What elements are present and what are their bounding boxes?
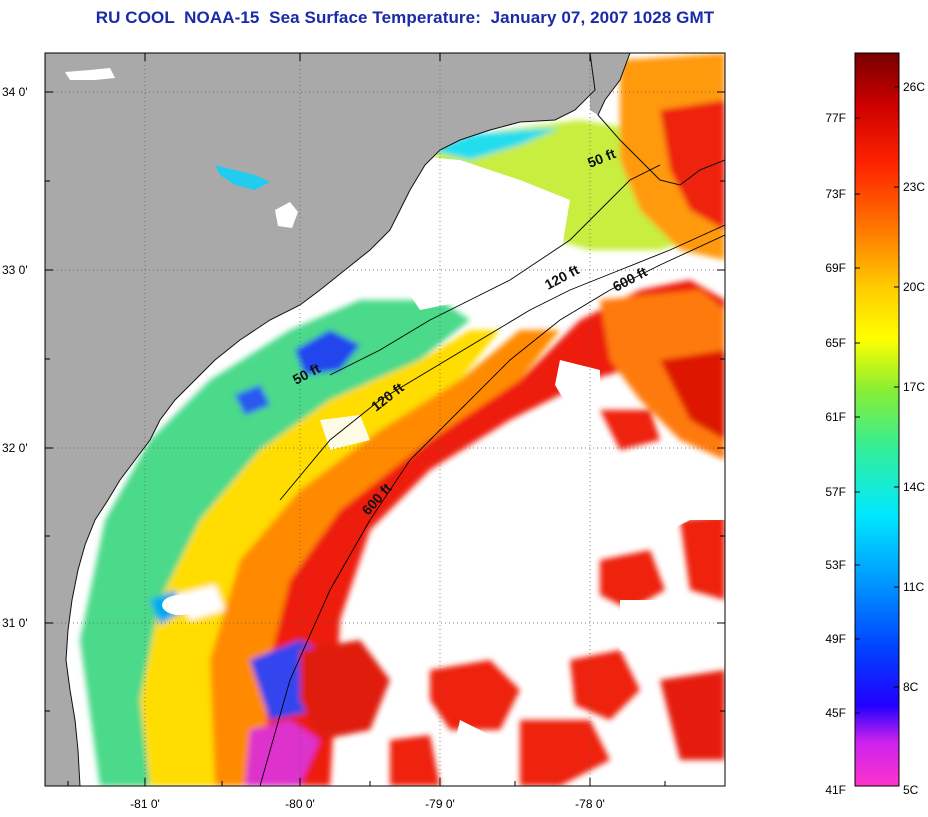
cloud-gaps	[162, 155, 725, 786]
isobath-line-120ft	[279, 224, 725, 501]
colorbar-f-57: 57F	[825, 485, 846, 499]
axis-ticks	[45, 53, 725, 786]
lat-label-33: 33 0'	[2, 263, 28, 277]
isobath-line-50ft	[329, 164, 661, 376]
isobath-line-600ft	[259, 234, 725, 786]
lon-label-81: -81 0'	[130, 797, 160, 811]
colorbar-c-26: 26C	[903, 80, 925, 94]
colorbar-c-11: 11C	[903, 580, 924, 594]
sst-field	[80, 53, 725, 786]
cloud-patch-land	[275, 202, 298, 228]
coastline-ne	[597, 53, 725, 186]
colorbar-c-17: 17C	[903, 380, 925, 394]
cloud-patch-nw	[65, 68, 115, 80]
lon-label-78: -78 0'	[575, 797, 605, 811]
colorbar-f-41: 41F	[825, 783, 846, 797]
lat-label-32: 32 0'	[2, 441, 28, 455]
lat-label-31: 31 0'	[2, 616, 28, 630]
land-northeast	[590, 53, 630, 115]
colorbar-f-61: 61F	[825, 410, 846, 424]
colorbar: 77F 73F 69F 65F 61F 57F 53F 49F 45F 41F …	[825, 52, 925, 797]
lake-marion	[215, 165, 270, 190]
colorbar-c-23: 23C	[903, 180, 925, 194]
map-frame	[44, 52, 726, 787]
lon-label-80: -80 0'	[285, 797, 315, 811]
map-title: RU COOL NOAA-15 Sea Surface Temperature:…	[95, 8, 715, 27]
colorbar-f-45: 45F	[825, 706, 846, 720]
map-area: 50 ft 120 ft 600 ft 50 ft 120 ft 600 ft	[45, 53, 725, 786]
colorbar-f-69: 69F	[825, 261, 846, 275]
colorbar-f-53: 53F	[825, 558, 846, 572]
coastline	[65, 53, 596, 786]
colorbar-c-5: 5C	[903, 783, 919, 797]
colorbar-f-49: 49F	[825, 632, 846, 646]
lat-label-34: 34 0'	[2, 85, 28, 99]
land-mass	[45, 53, 595, 786]
graticule	[45, 53, 725, 786]
colorbar-c-8: 8C	[903, 680, 919, 694]
colorbar-f-77: 77F	[825, 111, 846, 125]
colorbar-c-20: 20C	[903, 280, 925, 294]
colorbar-f-73: 73F	[825, 187, 846, 201]
colorbar-f-65: 65F	[825, 336, 846, 350]
lon-label-79: -79 0'	[425, 797, 455, 811]
colorbar-c-14: 14C	[903, 480, 925, 494]
colorbar-gradient	[854, 52, 900, 787]
